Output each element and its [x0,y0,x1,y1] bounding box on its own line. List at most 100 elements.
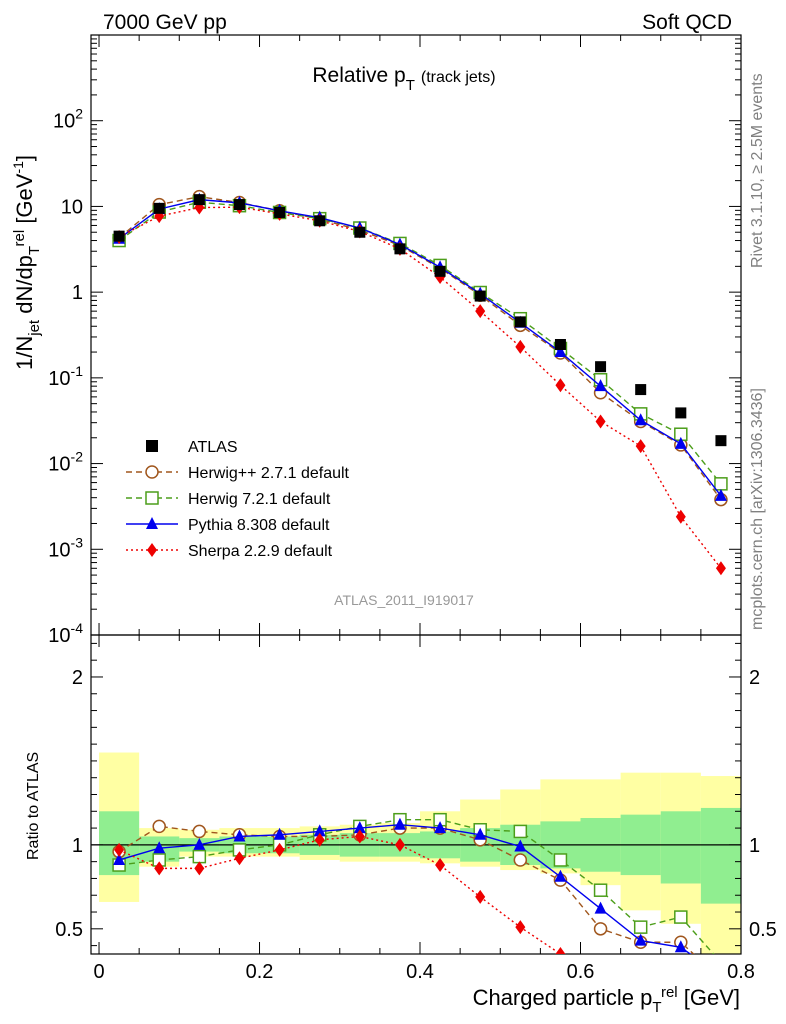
series-ratio-point [633,920,648,934]
series-ratio-point [354,829,365,844]
series-ratio-point [194,861,205,876]
series-ratio-point [715,973,727,985]
series-ratio-line [118,825,695,954]
y-tick-label: 10-3 [48,534,83,561]
series-ratio-point [474,827,487,840]
series-ratio-point [674,910,688,924]
y-tick-exponent: -4 [71,620,84,636]
x-tick-label: 0.8 [727,961,755,983]
atlas-data-point [635,384,647,396]
y-axis-label-sub2: T [26,246,43,255]
legend-label: Pythia 8.308 default [188,517,330,534]
series-ratio-point [393,817,406,830]
atlas-data-point [595,361,607,373]
y-axis-label-sup: rel [11,230,28,247]
series-point [595,414,606,429]
x-axis-label-sub: T [652,999,661,1016]
series-ratio-point [193,837,206,850]
atlas-data-point [113,230,125,242]
stat-uncertainty-band [660,811,701,884]
legend: ATLAS Herwig++ 2.7.1 default Herwig 7.2.1 … [126,439,350,560]
atlas-data-point [394,243,406,255]
series-ratio-point [233,829,246,842]
series-point [715,561,726,576]
series-ratio-point [553,853,568,867]
ratio-y-tick-label: 0.5 [55,919,83,941]
atlas-data-point [193,194,205,206]
series-point [675,509,686,524]
plot-title-subscript: T [406,77,415,94]
ratio-y-tick-label: 1 [72,835,83,857]
series-ratio-point [514,839,527,852]
legend-label: Herwig++ 2.7.1 default [188,465,350,482]
series-ratio-point [353,821,366,834]
series-ratio-line [118,835,562,954]
header-left-label: 7000 GeV pp [103,11,227,34]
atlas-data-point [354,226,366,238]
series-ratio-point [394,837,405,852]
legend-label: Herwig 7.2.1 default [188,491,331,508]
legend-atlas-marker [146,440,158,452]
legend-marker [145,491,159,505]
series-ratio-point [555,947,566,954]
series-point [555,378,566,393]
series-ratio-point [314,832,325,847]
atlas-data-point [274,206,286,218]
series-ratio-point [594,901,607,914]
series-ratio-point [192,824,207,839]
y-axis-label-mid: dN/dp [12,255,37,320]
series-line [118,195,722,501]
ratio-y-tick-label: 1 [749,835,760,857]
atlas-data-point [675,407,687,419]
series-ratio-point [273,827,286,840]
series-ratio-point [153,841,166,854]
atlas-data-point [314,215,326,227]
y-tick-label: 102 [53,106,83,133]
legend-marker [145,465,159,479]
ratio-y-tick-label: 2 [72,667,83,689]
series-ratio-point [554,869,567,882]
series-ratio-point [515,920,526,935]
x-tick-label: 0.6 [567,961,595,983]
atlas-data-point [434,265,446,277]
atlas-data-point [554,339,566,351]
ratio-y-tick-label: 0.5 [749,919,777,941]
series-ratio-point [313,824,326,837]
y-axis-label-sub: jet [26,319,43,337]
series-ratio-point [152,819,166,834]
y-axis-label-unit-exp: -1 [10,161,26,174]
header-right-label: Soft QCD [642,11,732,34]
y-tick-label: 10 [61,196,83,218]
y-axis-label: 1/Njet dN/dpTrel [GeV-1] [10,155,43,370]
plot-title: Relative pT (track jets) [312,64,495,94]
series-ratio-point [113,852,126,865]
series-point [475,304,486,319]
series-ratio-point [274,842,285,857]
mcplots-label: mcplots.cern.ch [arXiv:1306.3436] [749,388,766,630]
series-point [674,436,687,449]
series-line [118,201,722,485]
atlas-data-point [233,199,245,211]
series-ratio-point [192,849,207,864]
series-point [594,379,607,392]
series-ratio-point [154,861,165,876]
legend-marker [146,517,158,529]
series-ratio-point [513,824,528,839]
legend-label: Sherpa 2.2.9 default [188,543,333,560]
y-axis-label-unit-close: ] [12,155,37,161]
plot-title-suffix: (track jets) [421,69,496,86]
series-ratio-point [475,889,486,904]
y-tick-exponent: 2 [75,106,83,122]
series-point [554,345,567,358]
x-tick-label: 0 [93,961,104,983]
series-ratio-point [513,853,528,867]
x-tick-label: 0.4 [406,961,434,983]
series-point [714,488,727,501]
atlas-data-point [153,202,165,214]
series-ratio-line [118,818,715,954]
legend-marker [147,543,157,557]
x-axis-label: Charged particle pTrel [GeV] [473,984,740,1016]
series-ratio-point [593,922,608,936]
rivet-label: Rivet 3.1.10, ≥ 2.5M events [749,73,766,268]
